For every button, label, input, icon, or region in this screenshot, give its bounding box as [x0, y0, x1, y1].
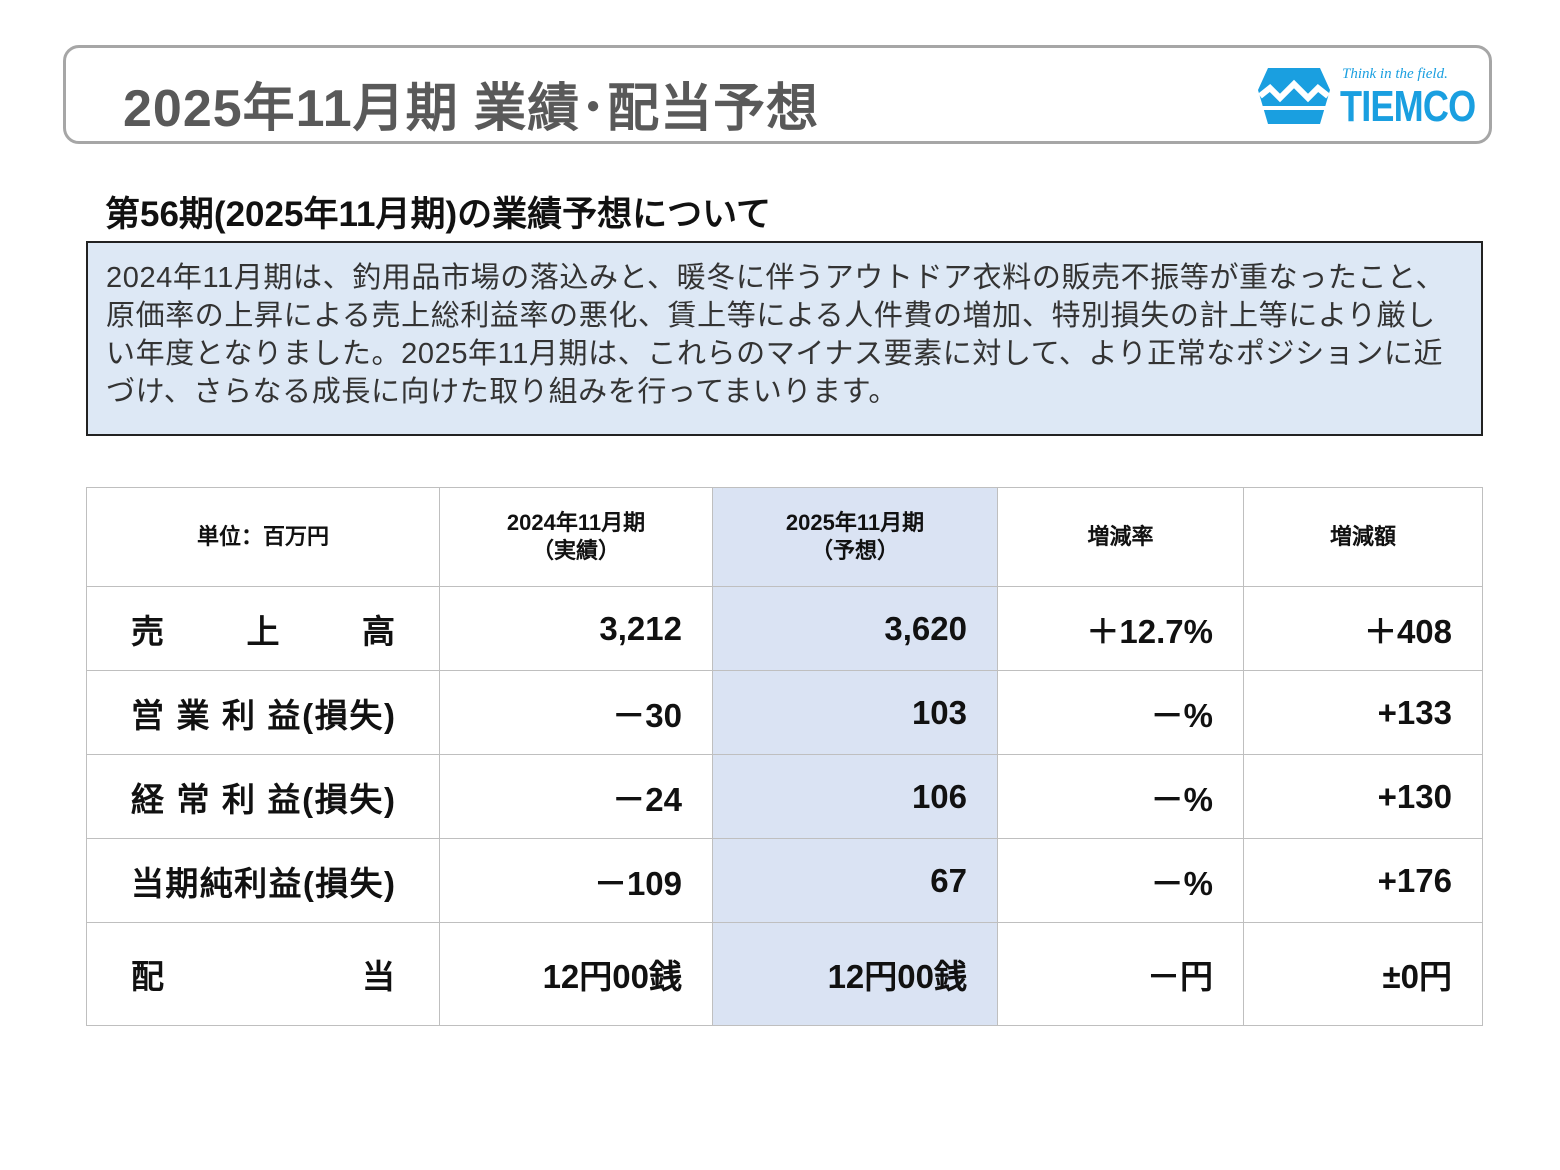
- logo-name: TIEMCO: [1340, 82, 1476, 131]
- tiemco-logo-mark-icon: [1258, 68, 1330, 124]
- header-prev-year-type: （実績）: [531, 538, 620, 563]
- section-heading: 第56期(2025年11月期)の業績予想について: [105, 195, 772, 234]
- cell-change-rate: －円: [997, 922, 1244, 1026]
- header-forecast-year: 2025年11月期 （予想）: [712, 487, 998, 587]
- table-header-row: 単位：百万円 2024年11月期 （実績） 2025年11月期 （予想） 増減率…: [86, 487, 1483, 587]
- cell-change-rate: ＋12.7%: [997, 586, 1244, 671]
- summary-box: 2024年11月期は、釣用品市場の落込みと、暖冬に伴うアウトドア衣料の販売不振等…: [86, 241, 1483, 436]
- header-forecast-year-period: 2025年11月期: [785, 510, 925, 535]
- cell-forecast-value: 103: [712, 670, 998, 755]
- row-label: 売 上 高: [86, 586, 440, 671]
- cell-forecast-value: 3,620: [712, 586, 998, 671]
- header-forecast-year-type: （予想）: [810, 538, 899, 563]
- table-row-net-income: 当期純利益(損失) －109 67 －% +176: [86, 838, 1483, 923]
- logo-slogan: Think in the field.: [1342, 66, 1448, 82]
- cell-prev-value: 12円00銭: [439, 922, 713, 1026]
- table-row-ordinary-income: 経 常 利 益(損失) －24 106 －% +130: [86, 754, 1483, 839]
- table-row-dividend: 配 当 12円00銭 12円00銭 －円 ±0円: [86, 922, 1483, 1026]
- cell-forecast-value: 106: [712, 754, 998, 839]
- cell-change-amount: ＋408: [1243, 586, 1483, 671]
- cell-change-amount: ±0円: [1243, 922, 1483, 1026]
- row-label: 当期純利益(損失): [86, 838, 440, 923]
- header-unit: 単位：百万円: [86, 487, 440, 587]
- cell-change-rate: －%: [997, 754, 1244, 839]
- tiemco-logo: Think in the field. TIEMCO: [1256, 62, 1476, 131]
- table-row-sales: 売 上 高 3,212 3,620 ＋12.7% ＋408: [86, 586, 1483, 671]
- cell-change-amount: +130: [1243, 754, 1483, 839]
- row-label: 配 当: [86, 922, 440, 1026]
- cell-prev-value: －109: [439, 838, 713, 923]
- cell-change-rate: －%: [997, 838, 1244, 923]
- cell-forecast-value: 67: [712, 838, 998, 923]
- cell-prev-value: －24: [439, 754, 713, 839]
- cell-prev-value: －30: [439, 670, 713, 755]
- cell-prev-value: 3,212: [439, 586, 713, 671]
- row-label: 営 業 利 益(損失): [86, 670, 440, 755]
- forecast-table: 単位：百万円 2024年11月期 （実績） 2025年11月期 （予想） 増減率…: [86, 487, 1483, 1026]
- cell-change-amount: +133: [1243, 670, 1483, 755]
- summary-text: 2024年11月期は、釣用品市場の落込みと、暖冬に伴うアウトドア衣料の販売不振等…: [106, 262, 1446, 408]
- header-prev-year: 2024年11月期 （実績）: [439, 487, 713, 587]
- row-label: 経 常 利 益(損失): [86, 754, 440, 839]
- header-change-rate: 増減率: [997, 487, 1244, 587]
- page-title: 2025年11月期 業績･配当予想: [123, 80, 820, 138]
- header-prev-year-period: 2024年11月期: [506, 510, 646, 535]
- header-change-amount: 増減額: [1243, 487, 1483, 587]
- cell-change-amount: +176: [1243, 838, 1483, 923]
- table-row-operating-income: 営 業 利 益(損失) －30 103 －% +133: [86, 670, 1483, 755]
- cell-forecast-value: 12円00銭: [712, 922, 998, 1026]
- cell-change-rate: －%: [997, 670, 1244, 755]
- title-bar: 2025年11月期 業績･配当予想 Think in the field. TI…: [63, 45, 1492, 144]
